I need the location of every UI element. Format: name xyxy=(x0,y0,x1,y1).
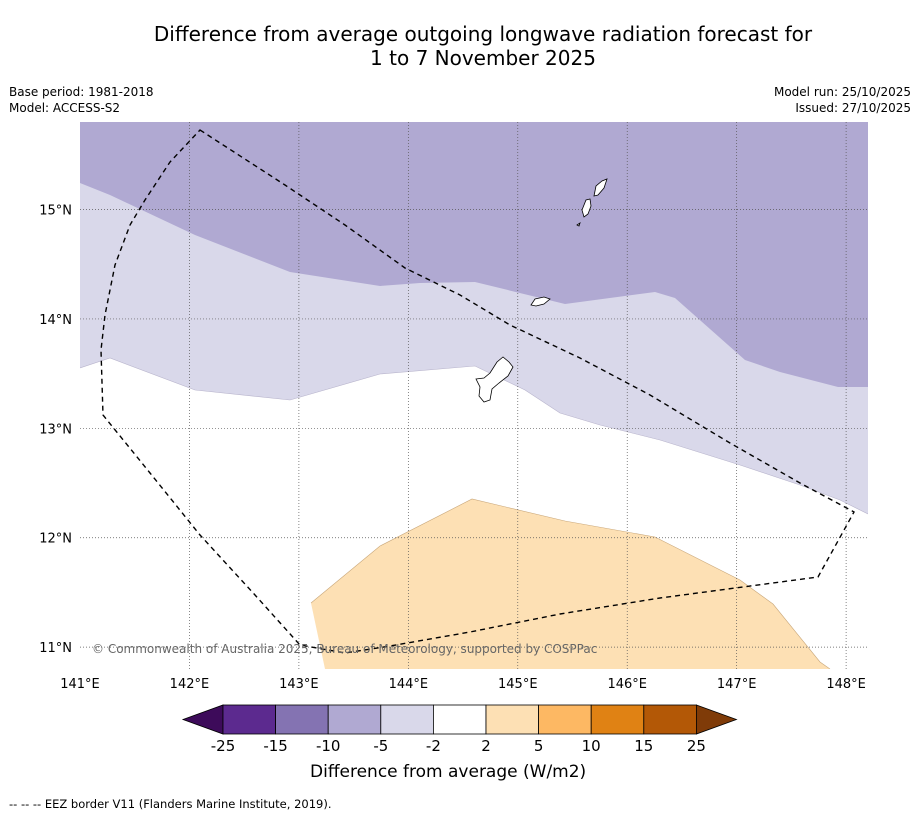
lat-tick-label: 15°N xyxy=(39,204,72,219)
region-2-to-5 xyxy=(311,499,830,669)
colorbar-segment xyxy=(643,704,697,735)
boundary-warm-edge xyxy=(310,498,831,669)
island-guam xyxy=(475,356,514,403)
colorbar-tick-label: 15 xyxy=(634,737,653,755)
lon-tick-label: 145°E xyxy=(498,677,538,692)
lat-tick-label: 13°N xyxy=(39,422,72,437)
model-run: Model run: 25/10/2025 xyxy=(773,85,911,99)
colorbar-segment xyxy=(222,704,276,735)
colorbar-tick-label: -2 xyxy=(426,737,441,755)
eez-border xyxy=(100,129,855,654)
colorbar-tick-label: 25 xyxy=(687,737,706,755)
meta-right: Model run: 25/10/2025 Issued: 27/10/2025 xyxy=(774,84,911,116)
title-line-2: 1 to 7 November 2025 xyxy=(370,46,596,70)
base-period: Base period: 1981-2018 xyxy=(9,85,154,99)
lat-tick-label: 14°N xyxy=(39,313,72,328)
colorbar-title: Difference from average (W/m2) xyxy=(310,762,587,782)
lon-tick-label: 148°E xyxy=(826,677,866,692)
island-aguijan xyxy=(576,222,581,227)
colorbar-tick-labels: -25 -15 -10 -5 -2 2 5 10 15 25 xyxy=(211,737,706,755)
lon-tick-label: 144°E xyxy=(389,677,429,692)
latitude-labels: 11°N 12°N 13°N 14°N 15°N xyxy=(39,204,72,657)
colorbar-segment xyxy=(380,704,434,735)
lon-tick-label: 146°E xyxy=(607,677,647,692)
eez-legend-footer: -- -- -- EEZ border V11 (Flanders Marine… xyxy=(9,797,332,811)
colorbar-segment xyxy=(432,704,487,735)
colorbar-tick-label: -10 xyxy=(316,737,341,755)
colorbar-tick-label: 5 xyxy=(534,737,544,755)
lon-tick-label: 147°E xyxy=(717,677,757,692)
colorbar-extend-high xyxy=(696,704,738,735)
island-rota xyxy=(530,296,551,307)
lon-tick-label: 141°E xyxy=(60,677,100,692)
meta-left: Base period: 1981-2018 Model: ACCESS-S2 xyxy=(9,84,154,116)
colorbar-tick-label: 2 xyxy=(481,737,491,755)
colorbar-segment xyxy=(538,704,592,735)
lat-tick-label: 12°N xyxy=(39,532,72,547)
colorbar-tick-label: -5 xyxy=(373,737,388,755)
colorbar-segment xyxy=(275,704,329,735)
lat-tick-label: 11°N xyxy=(39,641,72,656)
gridlines xyxy=(80,122,868,669)
longitude-labels: 141°E 142°E 143°E 144°E 145°E 146°E 147°E 148°E xyxy=(60,677,866,692)
region-minus10-to-minus5 xyxy=(80,122,868,387)
model-name: Model: ACCESS-S2 xyxy=(9,101,121,115)
colorbar-tick-label: -15 xyxy=(263,737,288,755)
title-line-1: Difference from average outgoing longwav… xyxy=(153,22,813,46)
boundary-light-edge xyxy=(80,357,868,515)
issued-date: Issued: 27/10/2025 xyxy=(795,101,911,115)
colorbar-segment xyxy=(485,704,539,735)
colorbar-tick-label: -25 xyxy=(211,737,236,755)
island-saipan xyxy=(593,178,608,197)
colorbar-tick-label: 10 xyxy=(582,737,601,755)
colorbar-segment xyxy=(327,704,382,735)
lon-tick-label: 143°E xyxy=(279,677,319,692)
copyright-text: © Commonwealth of Australia 2025, Bureau… xyxy=(92,642,597,656)
colorbar-segment xyxy=(590,704,645,735)
colorbar-segments xyxy=(181,704,738,735)
map: 141°E 142°E 143°E 144°E 145°E 146°E 147°E 148°E… xyxy=(39,122,868,692)
colorbar-extend-low xyxy=(181,704,224,735)
lon-tick-label: 142°E xyxy=(170,677,210,692)
chart-title: Difference from average outgoing longwav… xyxy=(0,22,919,70)
island-tinian xyxy=(581,198,592,218)
